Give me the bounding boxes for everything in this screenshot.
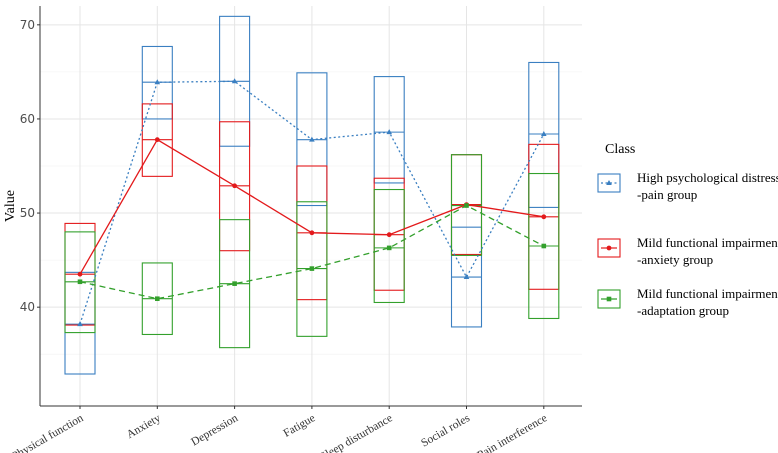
data-point-2: [232, 183, 238, 189]
data-point-3: [77, 279, 83, 285]
x-tick-label: Sleep disturbance: [318, 412, 395, 453]
data-point-1: [386, 129, 392, 135]
data-point-3: [232, 281, 237, 286]
legend-key-marker-3: [606, 296, 612, 302]
legend-label-2: Mild functional impairment: [637, 235, 778, 250]
y-axis-title: Value: [3, 190, 18, 222]
data-point-2: [541, 214, 547, 220]
data-point-1: [309, 136, 315, 142]
legend-title: Class: [605, 142, 635, 157]
legend-label-1: -pain group: [637, 187, 697, 202]
data-point-3: [464, 203, 469, 208]
data-point-1: [154, 79, 161, 85]
data-point-2: [77, 271, 83, 277]
x-tick-label: Anxiety: [125, 412, 163, 441]
data-point-2: [386, 232, 392, 238]
y-tick-label: 40: [20, 300, 35, 314]
data-point-1: [231, 78, 238, 84]
data-point-2: [154, 137, 160, 143]
y-tick-label: 60: [20, 112, 35, 126]
data-point-3: [541, 243, 547, 249]
legend-label-2: -anxiety group: [637, 252, 713, 267]
legend-label-1: High psychological distress: [637, 170, 778, 185]
legend-key-marker-2: [606, 245, 612, 251]
x-tick-label: Pain interference: [476, 412, 550, 453]
markers: [77, 78, 547, 327]
data-point-3: [386, 245, 392, 251]
y-tick-label: 50: [20, 206, 35, 220]
box-1: [373, 76, 405, 184]
box-3: [373, 188, 405, 304]
x-tick-label: Fatigue: [282, 412, 318, 440]
box-1: [528, 61, 560, 208]
legend-key-marker-1: [606, 180, 612, 185]
data-point-1: [463, 274, 470, 280]
legend-label-3: Mild functional impairment: [637, 286, 778, 301]
y-tick-label: 70: [20, 18, 35, 32]
data-point-3: [309, 266, 315, 271]
data-point-2: [309, 230, 315, 236]
x-tick-label: Social roles: [419, 412, 472, 450]
data-point-1: [77, 321, 83, 327]
x-tick-label: Depression: [189, 412, 240, 448]
data-point-1: [541, 131, 547, 136]
legend-label-3: -adaptation group: [637, 303, 729, 318]
data-point-3: [155, 296, 160, 302]
x-tick-label: Physical function: [10, 412, 86, 453]
